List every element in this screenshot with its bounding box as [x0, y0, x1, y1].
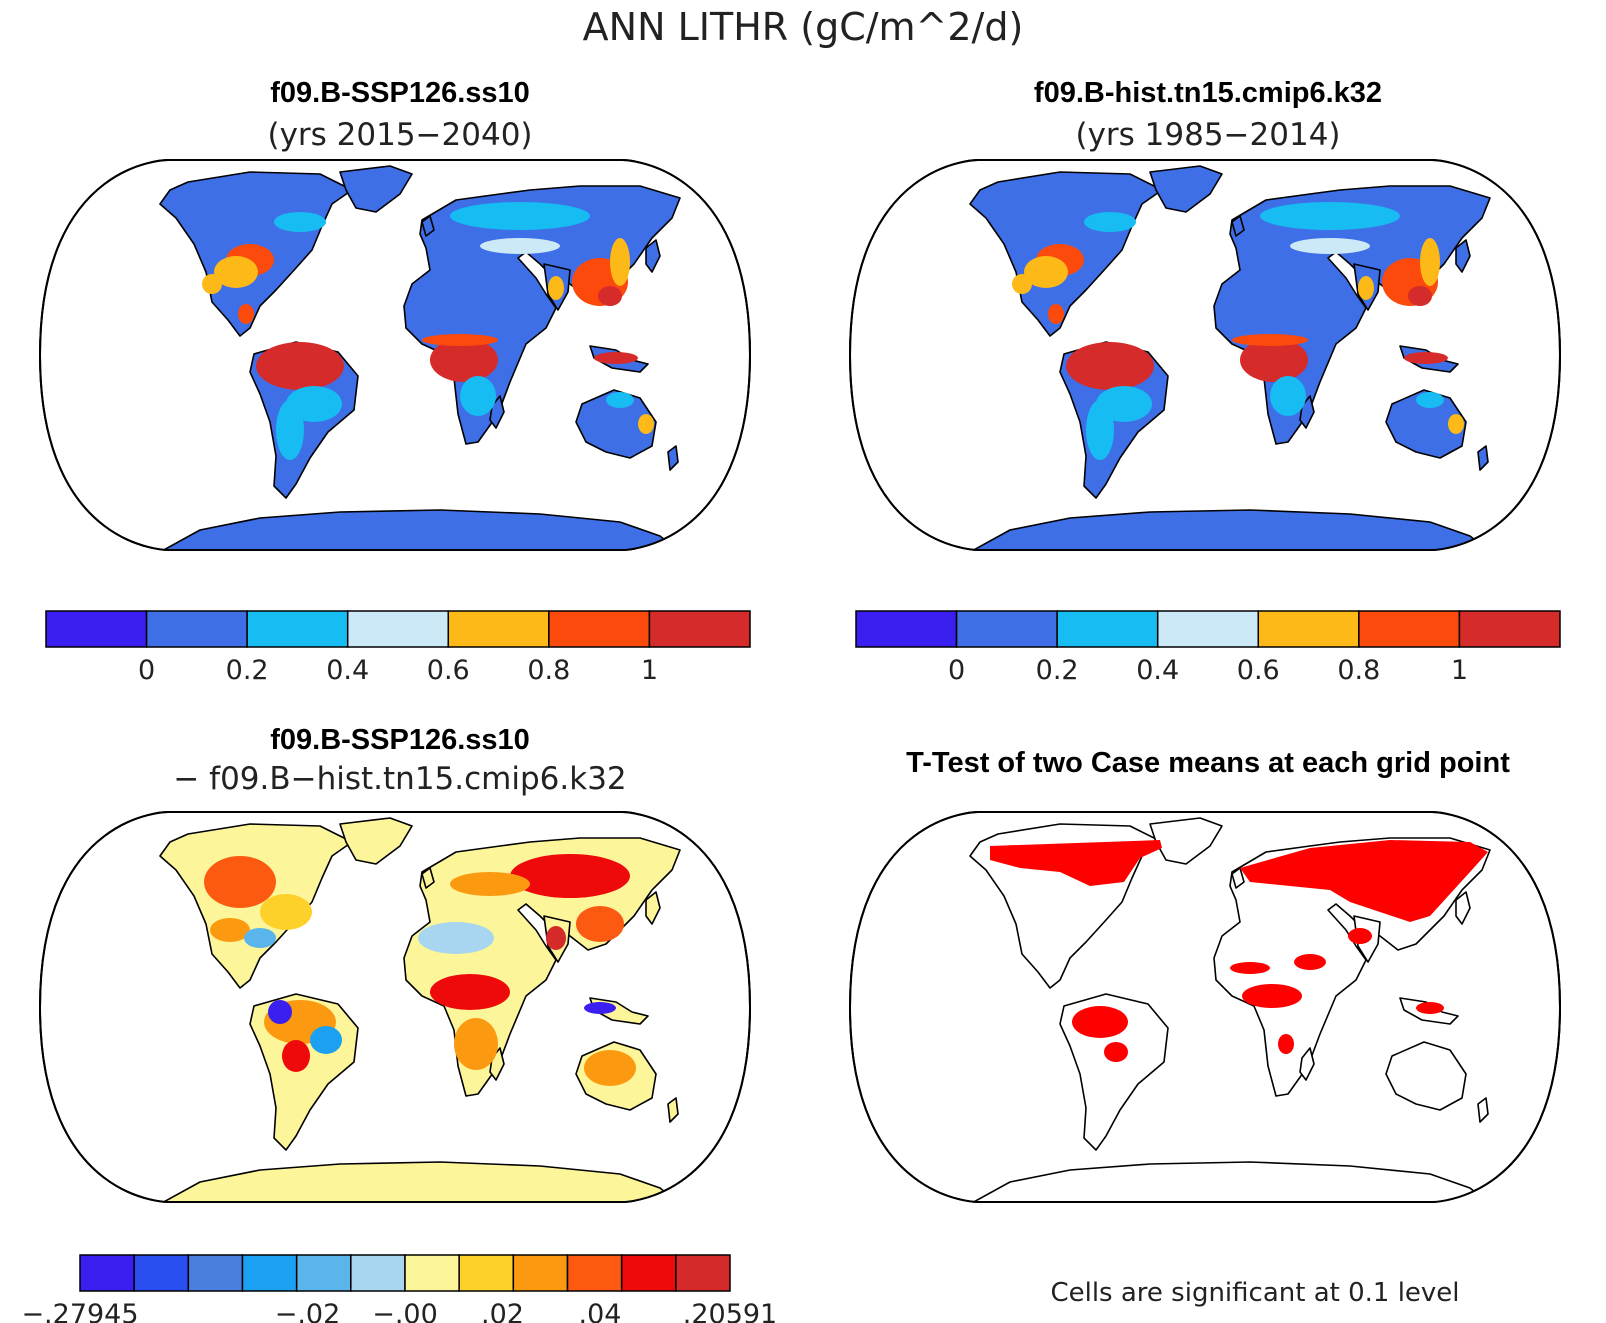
colorbar-case2: 0 0.2 0.4 0.6 0.8 1: [855, 610, 1561, 686]
colorbar-swatch: [246, 610, 349, 648]
colorbar-swatch: [648, 610, 751, 648]
colorbar-tick-label: .20591: [683, 1299, 777, 1323]
colorbar-swatch: [675, 1254, 731, 1292]
colorbar-tick-label: .02: [481, 1299, 524, 1323]
colorbar-swatch: [955, 610, 1058, 648]
colorbar-swatch: [1056, 610, 1159, 648]
significance-note: Cells are significant at 0.1 level: [1050, 1278, 1459, 1308]
colorbar-tick-label: 0: [138, 655, 155, 686]
colorbar-tick-label: 0.8: [527, 655, 570, 686]
panel-title: f09.B-SSP126.ss10: [270, 724, 530, 756]
colorbar-tick-label: −.02: [275, 1299, 341, 1323]
colorbar-diff: −.27945 −.02 −.00 .02 .04 .20591: [21, 1254, 777, 1323]
colorbar-tick-label: .04: [579, 1299, 622, 1323]
panel-subtitle: (yrs 1985−2014): [1075, 117, 1340, 153]
colorbar-swatch: [855, 610, 958, 648]
colorbar-swatch: [1358, 610, 1461, 648]
colorbar-swatch: [346, 610, 450, 648]
panel-case1: f09.B-SSP126.ss10 (yrs 2015−2040) 0 0.2 0.…: [39, 77, 751, 686]
panel-title: T-Test of two Case means at each grid po…: [906, 747, 1510, 779]
colorbar-swatch: [45, 610, 148, 648]
map-ttest: [849, 811, 1561, 1203]
colorbar-tick-label: 1: [1451, 655, 1468, 686]
colorbar-swatch: [133, 1254, 190, 1292]
figure-title: ANN LITHR (gC/m^2/d): [583, 5, 1024, 49]
panel-case2: f09.B-hist.tn15.cmip6.k32 (yrs 1985−2014…: [849, 77, 1561, 686]
colorbar-swatch: [620, 1254, 677, 1292]
panel-subtitle: − f09.B−hist.tn15.cmip6.k32: [173, 761, 626, 797]
colorbar-tick-label: 0: [948, 655, 965, 686]
colorbar-tick-label: −.27945: [21, 1299, 138, 1323]
colorbar-swatch: [566, 1254, 623, 1292]
colorbar-swatch: [145, 610, 248, 648]
colorbar-tick-label: 0.6: [427, 655, 470, 686]
panel-title: f09.B-hist.tn15.cmip6.k32: [1034, 77, 1382, 109]
colorbar-tick-label: 1: [641, 655, 658, 686]
map-diff: [39, 811, 751, 1203]
colorbar-swatch: [447, 610, 550, 648]
panel-title: f09.B-SSP126.ss10: [270, 77, 530, 109]
colorbar-swatch: [512, 1254, 569, 1292]
colorbar-swatch: [187, 1254, 244, 1292]
colorbar-tick-label: 0.8: [1337, 655, 1380, 686]
colorbar-case1: 0 0.2 0.4 0.6 0.8 1: [45, 610, 751, 686]
panel-diff: f09.B-SSP126.ss10 − f09.B−hist.tn15.cmip…: [21, 724, 777, 1323]
colorbar-swatch: [350, 1254, 406, 1292]
colorbar-swatch: [458, 1254, 515, 1292]
colorbar-tick-label: 0.4: [1136, 655, 1179, 686]
colorbar-swatch: [295, 1254, 352, 1292]
map-case1: [39, 159, 751, 551]
panel-ttest: T-Test of two Case means at each grid po…: [849, 747, 1561, 1308]
map-case2: [849, 159, 1561, 551]
colorbar-swatch: [1458, 610, 1561, 648]
colorbar-tick-label: 0.2: [226, 655, 269, 686]
colorbar-swatch: [79, 1254, 135, 1292]
colorbar-tick-label: 0.6: [1237, 655, 1280, 686]
panel-subtitle: (yrs 2015−2040): [267, 117, 532, 153]
colorbar-swatch: [1156, 610, 1260, 648]
colorbar-swatch: [548, 610, 651, 648]
colorbar-tick-label: 0.2: [1036, 655, 1079, 686]
colorbar-tick-label: −.00: [372, 1299, 438, 1323]
colorbar-swatch: [1257, 610, 1360, 648]
colorbar-swatch: [241, 1254, 298, 1292]
colorbar-tick-label: 0.4: [326, 655, 369, 686]
colorbar-swatch: [404, 1254, 460, 1292]
